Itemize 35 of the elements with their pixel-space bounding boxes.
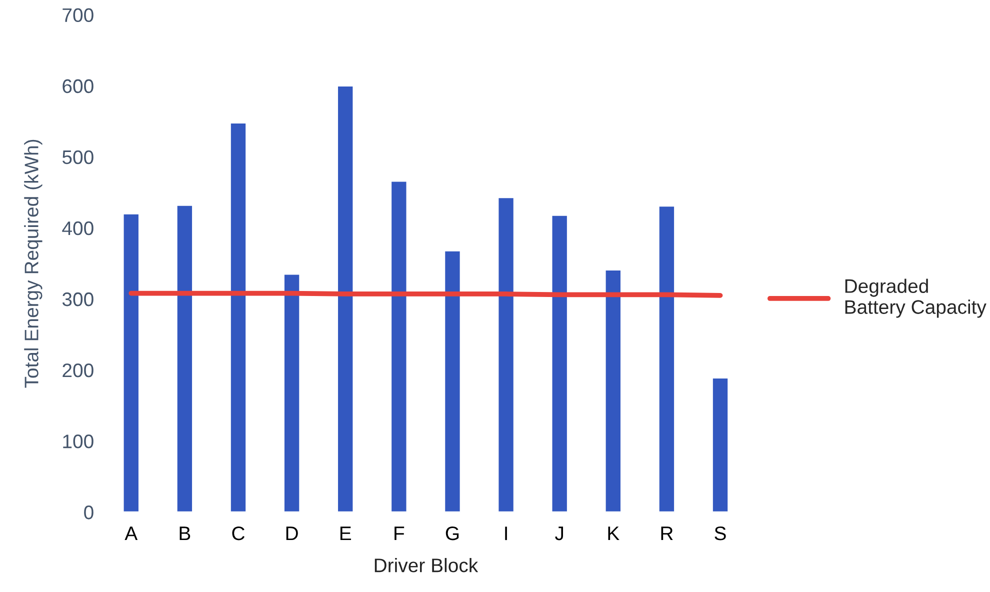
y-tick-label: 200 <box>62 363 94 378</box>
y-axis-title: Total Energy Required (kWh) <box>24 140 42 388</box>
bar <box>283 273 301 512</box>
bar <box>550 214 568 512</box>
x-tick-label: S <box>714 526 726 540</box>
bar <box>444 250 462 512</box>
x-tick-label: G <box>446 526 459 540</box>
bar <box>176 204 194 512</box>
x-tick-label: K <box>608 526 620 540</box>
y-tick-label: 400 <box>62 221 94 236</box>
bar <box>336 85 354 512</box>
x-tick-label: E <box>340 526 352 540</box>
y-tick-label: 300 <box>62 292 94 306</box>
bar <box>712 377 729 512</box>
x-tick-label: A <box>124 526 138 540</box>
bar <box>604 269 622 512</box>
x-tick-label: C <box>232 526 245 540</box>
x-axis-title: Driver Block <box>374 558 478 572</box>
y-tick-label: 600 <box>62 79 94 94</box>
x-tick-label: D <box>286 526 298 540</box>
x-tick-label: B <box>180 526 190 540</box>
y-tick-label: 500 <box>62 150 94 164</box>
y-tick-label: 100 <box>63 434 94 448</box>
x-tick-label: J <box>555 526 564 540</box>
bar <box>390 180 408 512</box>
bar <box>230 122 247 512</box>
y-tick-label: 700 <box>62 8 94 22</box>
legend-label: Degraded Battery Capacity <box>845 278 986 318</box>
x-tick-label: F <box>394 526 404 540</box>
bar <box>122 213 140 512</box>
y-tick-label: 0 <box>84 506 94 520</box>
x-tick-label: I <box>505 526 507 540</box>
bar <box>658 205 676 512</box>
x-tick-label: R <box>661 526 673 540</box>
bar <box>497 196 515 512</box>
